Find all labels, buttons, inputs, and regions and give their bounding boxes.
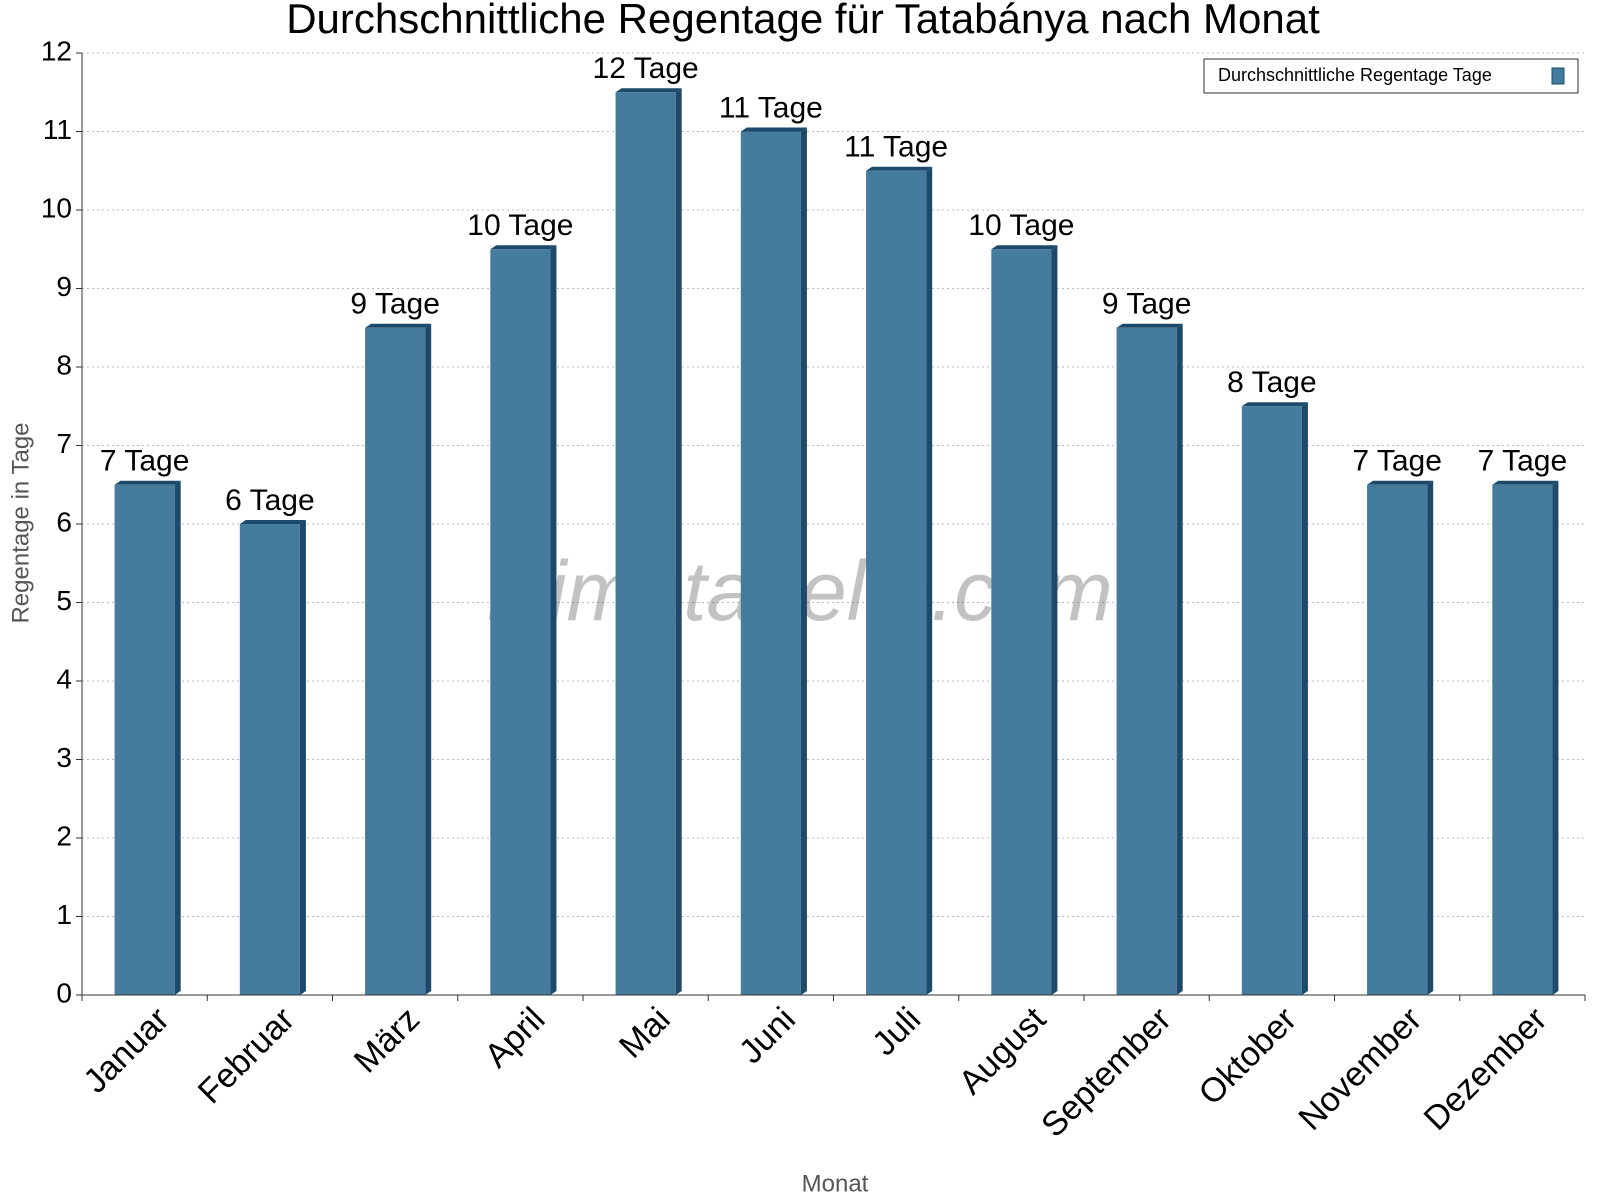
bar-side xyxy=(550,245,557,995)
data-label: 9 Tage xyxy=(350,288,440,321)
bar xyxy=(239,524,300,995)
bar-top xyxy=(866,166,933,171)
bar-top xyxy=(1116,323,1183,328)
bar-side xyxy=(299,520,306,995)
data-label: 12 Tage xyxy=(593,52,699,85)
bar xyxy=(1492,484,1553,995)
bar xyxy=(1241,406,1302,995)
y-tick-label: 10 xyxy=(41,192,72,223)
bar-side xyxy=(675,88,682,995)
data-label: 8 Tage xyxy=(1227,366,1317,399)
x-tick-label: August xyxy=(952,1000,1054,1102)
bar-side xyxy=(1427,480,1434,995)
y-tick-label: 2 xyxy=(56,820,72,851)
x-tick-label: Oktober xyxy=(1191,1000,1303,1112)
bar xyxy=(740,131,801,995)
data-label: 7 Tage xyxy=(100,445,190,478)
x-tick-label: April xyxy=(477,1000,552,1075)
y-tick-label: 8 xyxy=(56,349,72,380)
x-tick-label: Januar xyxy=(76,1000,176,1100)
bar-top xyxy=(114,480,181,485)
bar xyxy=(991,249,1052,995)
bar-side xyxy=(800,127,807,995)
y-tick-label: 6 xyxy=(56,506,72,537)
legend-swatch xyxy=(1551,67,1565,85)
data-label: 11 Tage xyxy=(844,131,948,164)
legend: Durchschnittliche Regentage Tage xyxy=(1203,58,1579,94)
bar-side xyxy=(425,323,432,995)
bar-side xyxy=(1301,402,1308,995)
y-tick-label: 11 xyxy=(43,114,72,145)
bar-side xyxy=(1552,480,1559,995)
y-axis-title: Regentage in Tage xyxy=(7,422,34,623)
y-tick-label: 4 xyxy=(56,663,72,694)
x-tick-label: Juni xyxy=(732,1000,803,1071)
bar-side xyxy=(1176,323,1183,995)
x-tick-label: Mai xyxy=(612,1000,678,1066)
bar xyxy=(490,249,551,995)
bar xyxy=(365,327,426,995)
bar-top xyxy=(490,245,557,250)
bar-side xyxy=(174,480,181,995)
y-tick-label: 5 xyxy=(56,585,72,616)
x-tick-label: Juli xyxy=(865,1000,928,1063)
bar xyxy=(1367,484,1428,995)
bar xyxy=(866,170,927,995)
y-tick-label: 12 xyxy=(41,35,72,66)
x-tick-label: Dezember xyxy=(1417,1000,1555,1138)
bar-top xyxy=(615,88,682,93)
bar xyxy=(114,484,175,995)
bar-top xyxy=(991,245,1058,250)
bar-side xyxy=(1051,245,1058,995)
x-axis-title: Monat xyxy=(802,1170,869,1197)
chart-title: Durchschnittliche Regentage für Tatabány… xyxy=(286,0,1320,42)
y-tick-label: 3 xyxy=(56,742,72,773)
y-tick-label: 1 xyxy=(56,899,72,930)
x-tick-label: September xyxy=(1034,1000,1178,1144)
data-label: 7 Tage xyxy=(1478,445,1568,478)
y-tick-label: 7 xyxy=(56,428,72,459)
bar-side xyxy=(926,166,933,995)
data-label: 9 Tage xyxy=(1102,288,1192,321)
bar-top xyxy=(740,127,807,132)
bar-top xyxy=(365,323,432,328)
y-tick-label: 9 xyxy=(56,271,72,302)
x-tick-label: Februar xyxy=(191,1000,302,1111)
data-label: 10 Tage xyxy=(467,209,573,242)
data-label: 11 Tage xyxy=(719,91,823,124)
bar-top xyxy=(1367,480,1434,485)
data-label: 7 Tage xyxy=(1352,445,1442,478)
bar xyxy=(615,92,676,995)
x-tick-label: November xyxy=(1291,1000,1429,1138)
bar-top xyxy=(1492,480,1559,485)
bar-top xyxy=(1241,402,1308,407)
data-label: 10 Tage xyxy=(968,209,1074,242)
bar-top xyxy=(239,520,306,524)
x-tick-label: März xyxy=(347,1000,427,1080)
legend-label: Durchschnittliche Regentage Tage xyxy=(1218,65,1492,85)
y-tick-label: 0 xyxy=(56,977,72,1008)
data-label: 6 Tage xyxy=(225,484,315,517)
bar xyxy=(1116,327,1177,995)
legend-box xyxy=(1203,58,1579,94)
